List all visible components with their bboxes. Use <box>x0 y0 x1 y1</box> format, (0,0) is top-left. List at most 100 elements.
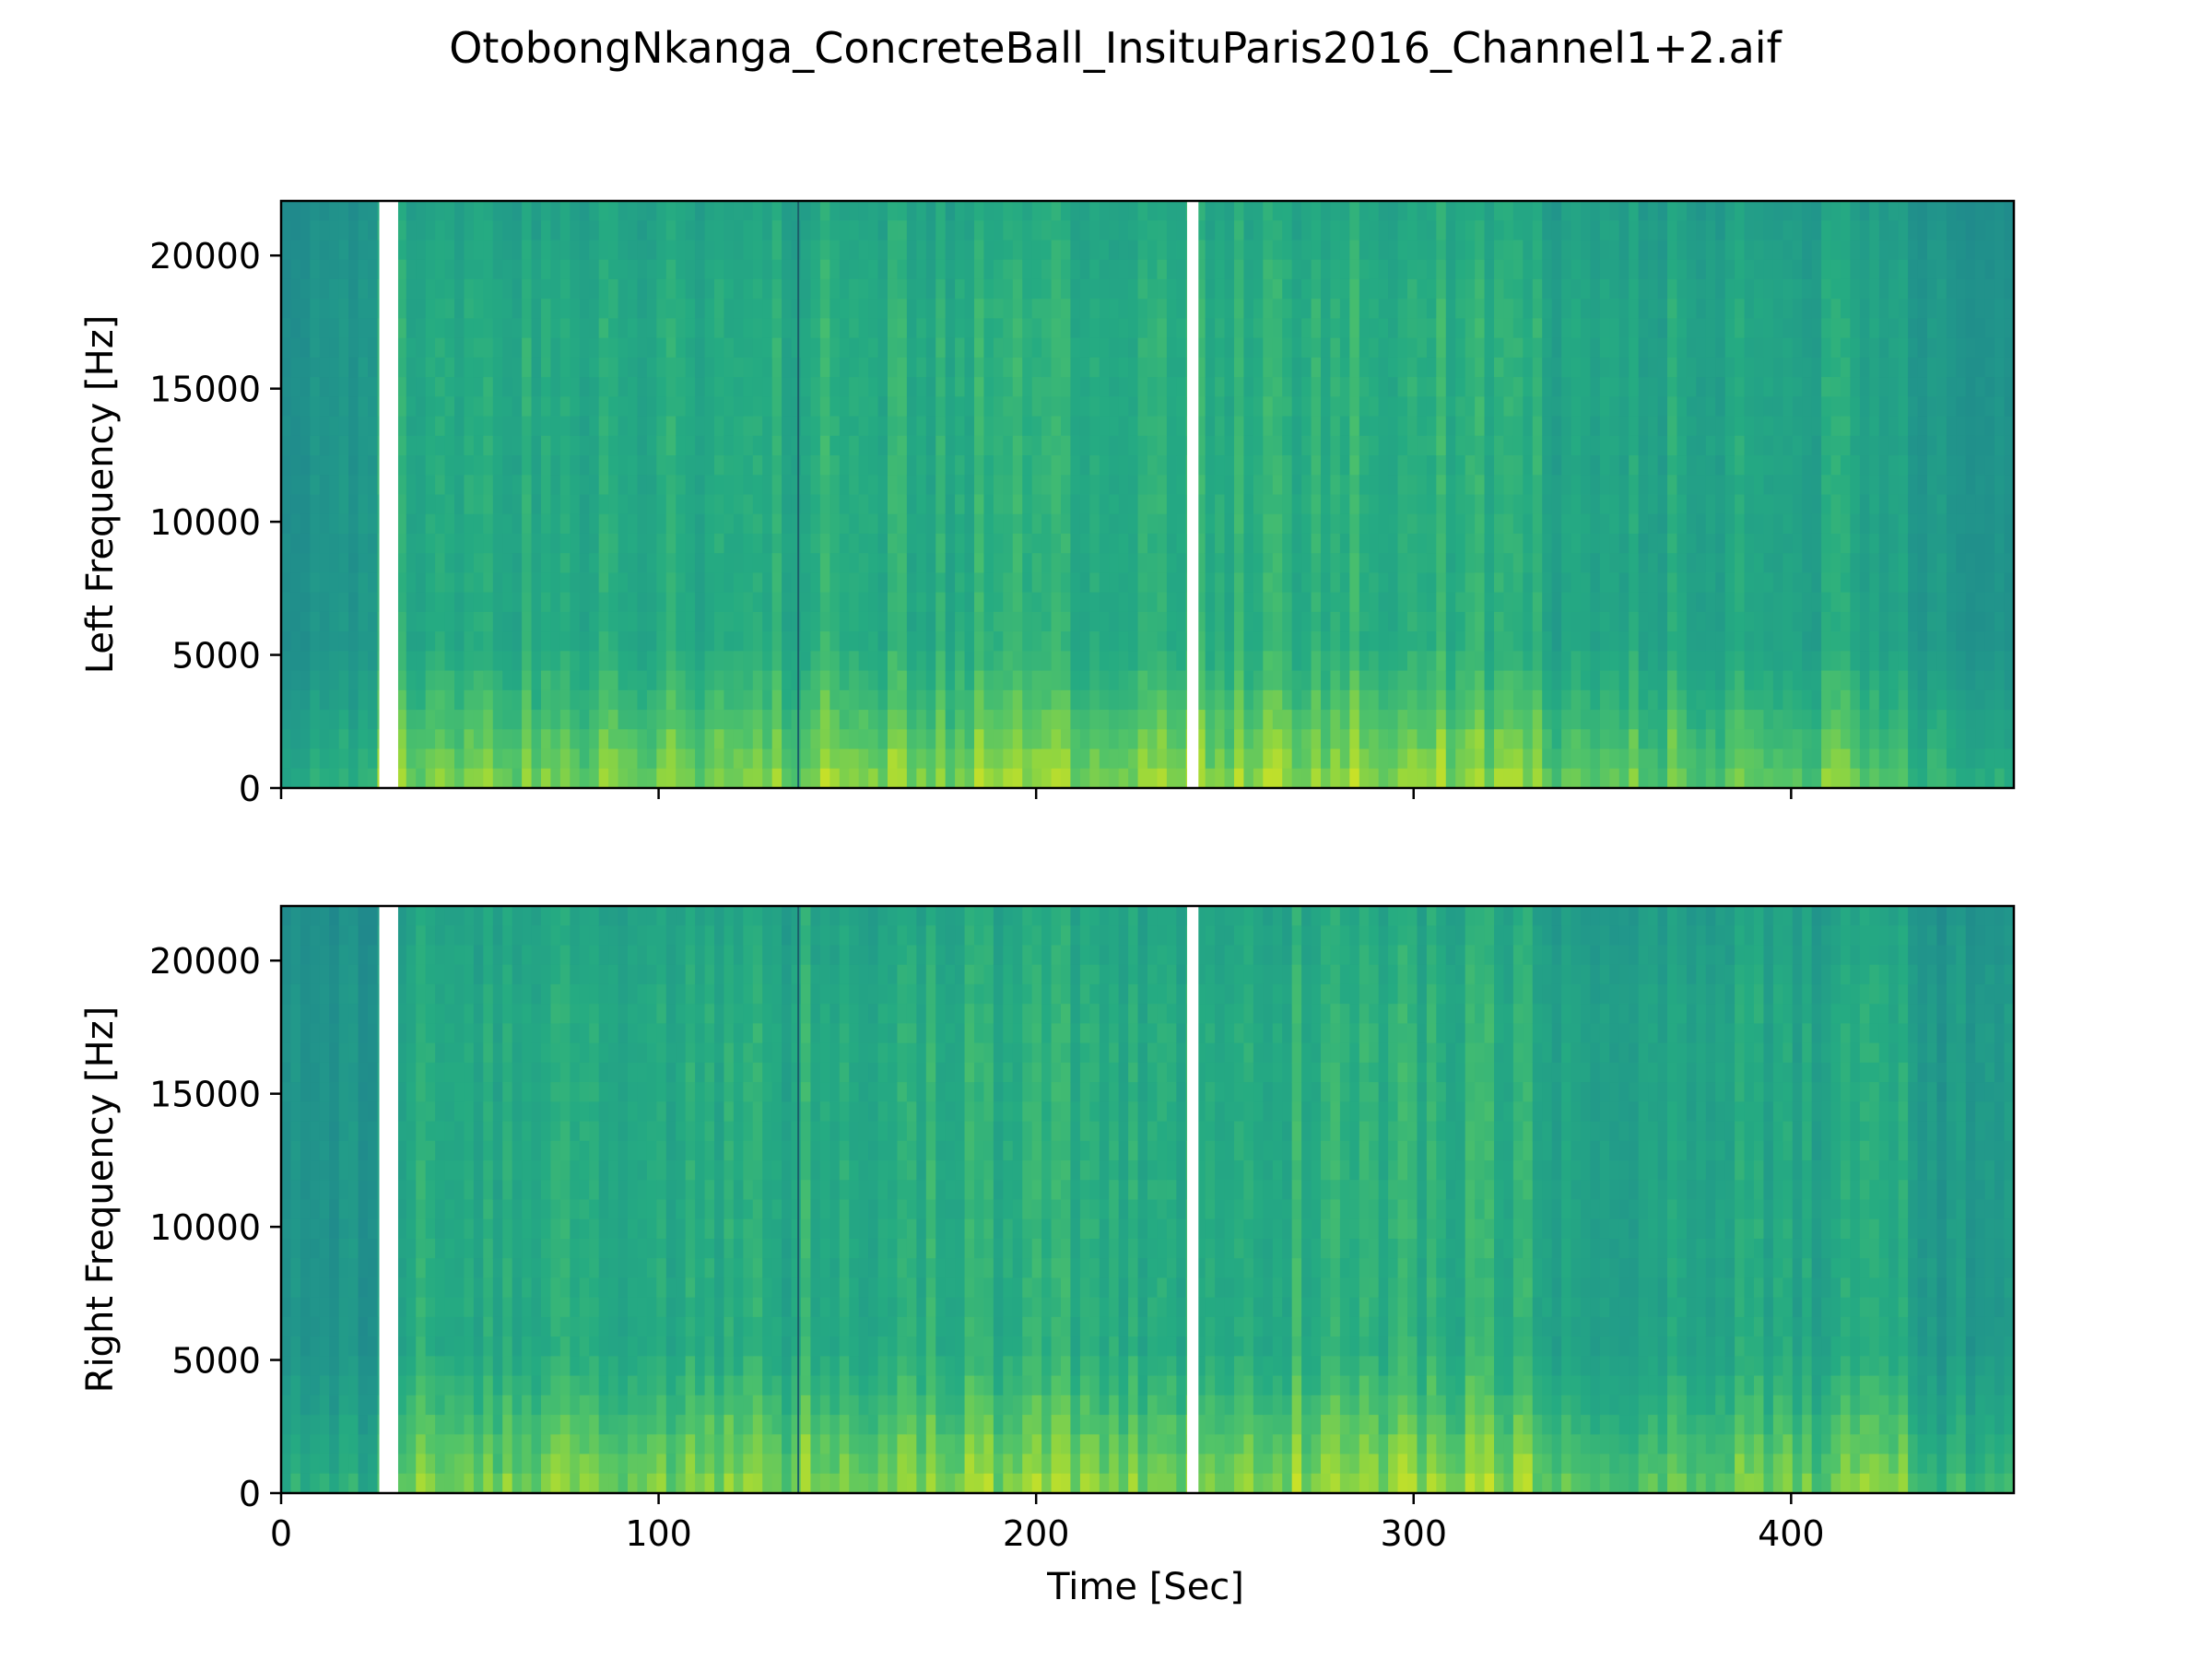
spectrogram-cell <box>1109 435 1120 456</box>
spectrogram-cell <box>589 710 600 730</box>
spectrogram-cell <box>1859 494 1870 515</box>
spectrogram-cell <box>628 475 639 496</box>
spectrogram-cell <box>1590 201 1601 221</box>
spectrogram-cell <box>1590 337 1601 359</box>
spectrogram-cell <box>1811 494 1822 515</box>
spectrogram-cell <box>839 337 850 359</box>
spectrogram-cell <box>1445 337 1456 359</box>
spectrogram-cell <box>714 318 725 339</box>
spectrogram-cell <box>925 689 936 711</box>
spectrogram-cell <box>1176 592 1187 613</box>
spectrogram-cell <box>1648 572 1659 594</box>
spectrogram-cell <box>1705 220 1716 241</box>
spectrogram-cell <box>435 201 446 221</box>
spectrogram-cell <box>1301 416 1312 437</box>
spectrogram-cell <box>1003 377 1014 397</box>
spectrogram-cell <box>782 748 793 770</box>
spectrogram-cell <box>646 748 657 770</box>
spectrogram-cell <box>1311 435 1322 456</box>
spectrogram-cell <box>570 337 581 359</box>
spectrogram-cell <box>589 553 600 574</box>
spectrogram-cell <box>1263 201 1274 221</box>
spectrogram-cell <box>1166 572 1177 594</box>
spectrogram-cell <box>1128 318 1139 339</box>
spectrogram-cell <box>464 201 475 221</box>
spectrogram-cell <box>1339 631 1350 652</box>
spectrogram-cell <box>1609 513 1620 535</box>
spectrogram-cell <box>1031 494 1042 515</box>
spectrogram-cell <box>358 710 369 730</box>
spectrogram-cell <box>1657 651 1668 672</box>
spectrogram-cell <box>1783 220 1794 241</box>
spectrogram-cell <box>1282 337 1293 359</box>
spectrogram-cell <box>1512 201 1524 221</box>
spectrogram-cell <box>1109 689 1120 711</box>
spectrogram-cell <box>550 337 561 359</box>
spectrogram-cell <box>1523 416 1534 437</box>
spectrogram-cell <box>1869 475 1880 496</box>
spectrogram-cell <box>435 318 446 339</box>
spectrogram-cell <box>1157 377 1168 397</box>
spectrogram-cell <box>406 475 417 496</box>
spectrogram-cell <box>1070 494 1081 515</box>
spectrogram-cell <box>1022 631 1033 652</box>
spectrogram-cell <box>1503 768 1514 788</box>
spectrogram-cell <box>1465 670 1476 691</box>
spectrogram-cell <box>868 357 879 378</box>
spectrogram-cell <box>281 259 292 280</box>
spectrogram-cell <box>1061 494 1072 515</box>
spectrogram-cell <box>1705 572 1716 594</box>
spectrogram-cell <box>646 611 657 632</box>
spectrogram-cell <box>1878 220 1889 241</box>
spectrogram-cell <box>1311 513 1322 535</box>
spectrogram-cell <box>1022 513 1033 535</box>
spectrogram-cell <box>819 533 830 554</box>
spectrogram-cell <box>906 416 917 437</box>
spectrogram-cell <box>1571 651 1582 672</box>
spectrogram-cell <box>1494 533 1505 554</box>
spectrogram-cell <box>1417 278 1428 300</box>
spectrogram-cell <box>1512 416 1524 437</box>
spectrogram-cell <box>1243 553 1254 574</box>
spectrogram-cell <box>868 572 879 594</box>
spectrogram-cell <box>1667 455 1678 476</box>
spectrogram-cell <box>1070 611 1081 632</box>
spectrogram-cell <box>1571 396 1582 418</box>
spectrogram-cell <box>983 670 994 691</box>
spectrogram-cell <box>1648 689 1659 711</box>
spectrogram-cell <box>1022 533 1033 554</box>
spectrogram-cell <box>868 299 879 319</box>
spectrogram-cell <box>974 416 985 437</box>
spectrogram-cell <box>1484 377 1495 397</box>
spectrogram-cell <box>665 416 677 437</box>
spectrogram-cell <box>1648 201 1659 221</box>
spectrogram-cell <box>877 435 888 456</box>
spectrogram-cell <box>1850 377 1861 397</box>
spectrogram-cell <box>290 475 301 496</box>
spectrogram-cell <box>733 278 744 300</box>
spectrogram-cell <box>512 592 523 613</box>
spectrogram-cell <box>743 357 754 378</box>
spectrogram-cell <box>1359 259 1370 280</box>
spectrogram-cell <box>1147 748 1159 770</box>
spectrogram-cell <box>608 651 619 672</box>
spectrogram-cell <box>925 748 936 770</box>
spectrogram-cell <box>1783 455 1794 476</box>
spectrogram-cell <box>830 278 841 300</box>
spectrogram-cell <box>1234 475 1245 496</box>
spectrogram-cell <box>1705 299 1716 319</box>
spectrogram-cell <box>1744 553 1755 574</box>
spectrogram-cell <box>1417 318 1428 339</box>
spectrogram-cell <box>425 475 436 496</box>
spectrogram-cell <box>897 377 908 397</box>
spectrogram-cell <box>685 513 696 535</box>
spectrogram-cell <box>473 748 484 770</box>
spectrogram-cell <box>1724 240 1735 261</box>
spectrogram-cell <box>319 240 330 261</box>
spectrogram-cell <box>300 299 311 319</box>
spectrogram-cell <box>1003 533 1014 554</box>
spectrogram-cell <box>598 435 609 456</box>
spectrogram-cell <box>1581 513 1592 535</box>
spectrogram-cell <box>714 357 725 378</box>
spectrogram-cell <box>550 553 561 574</box>
